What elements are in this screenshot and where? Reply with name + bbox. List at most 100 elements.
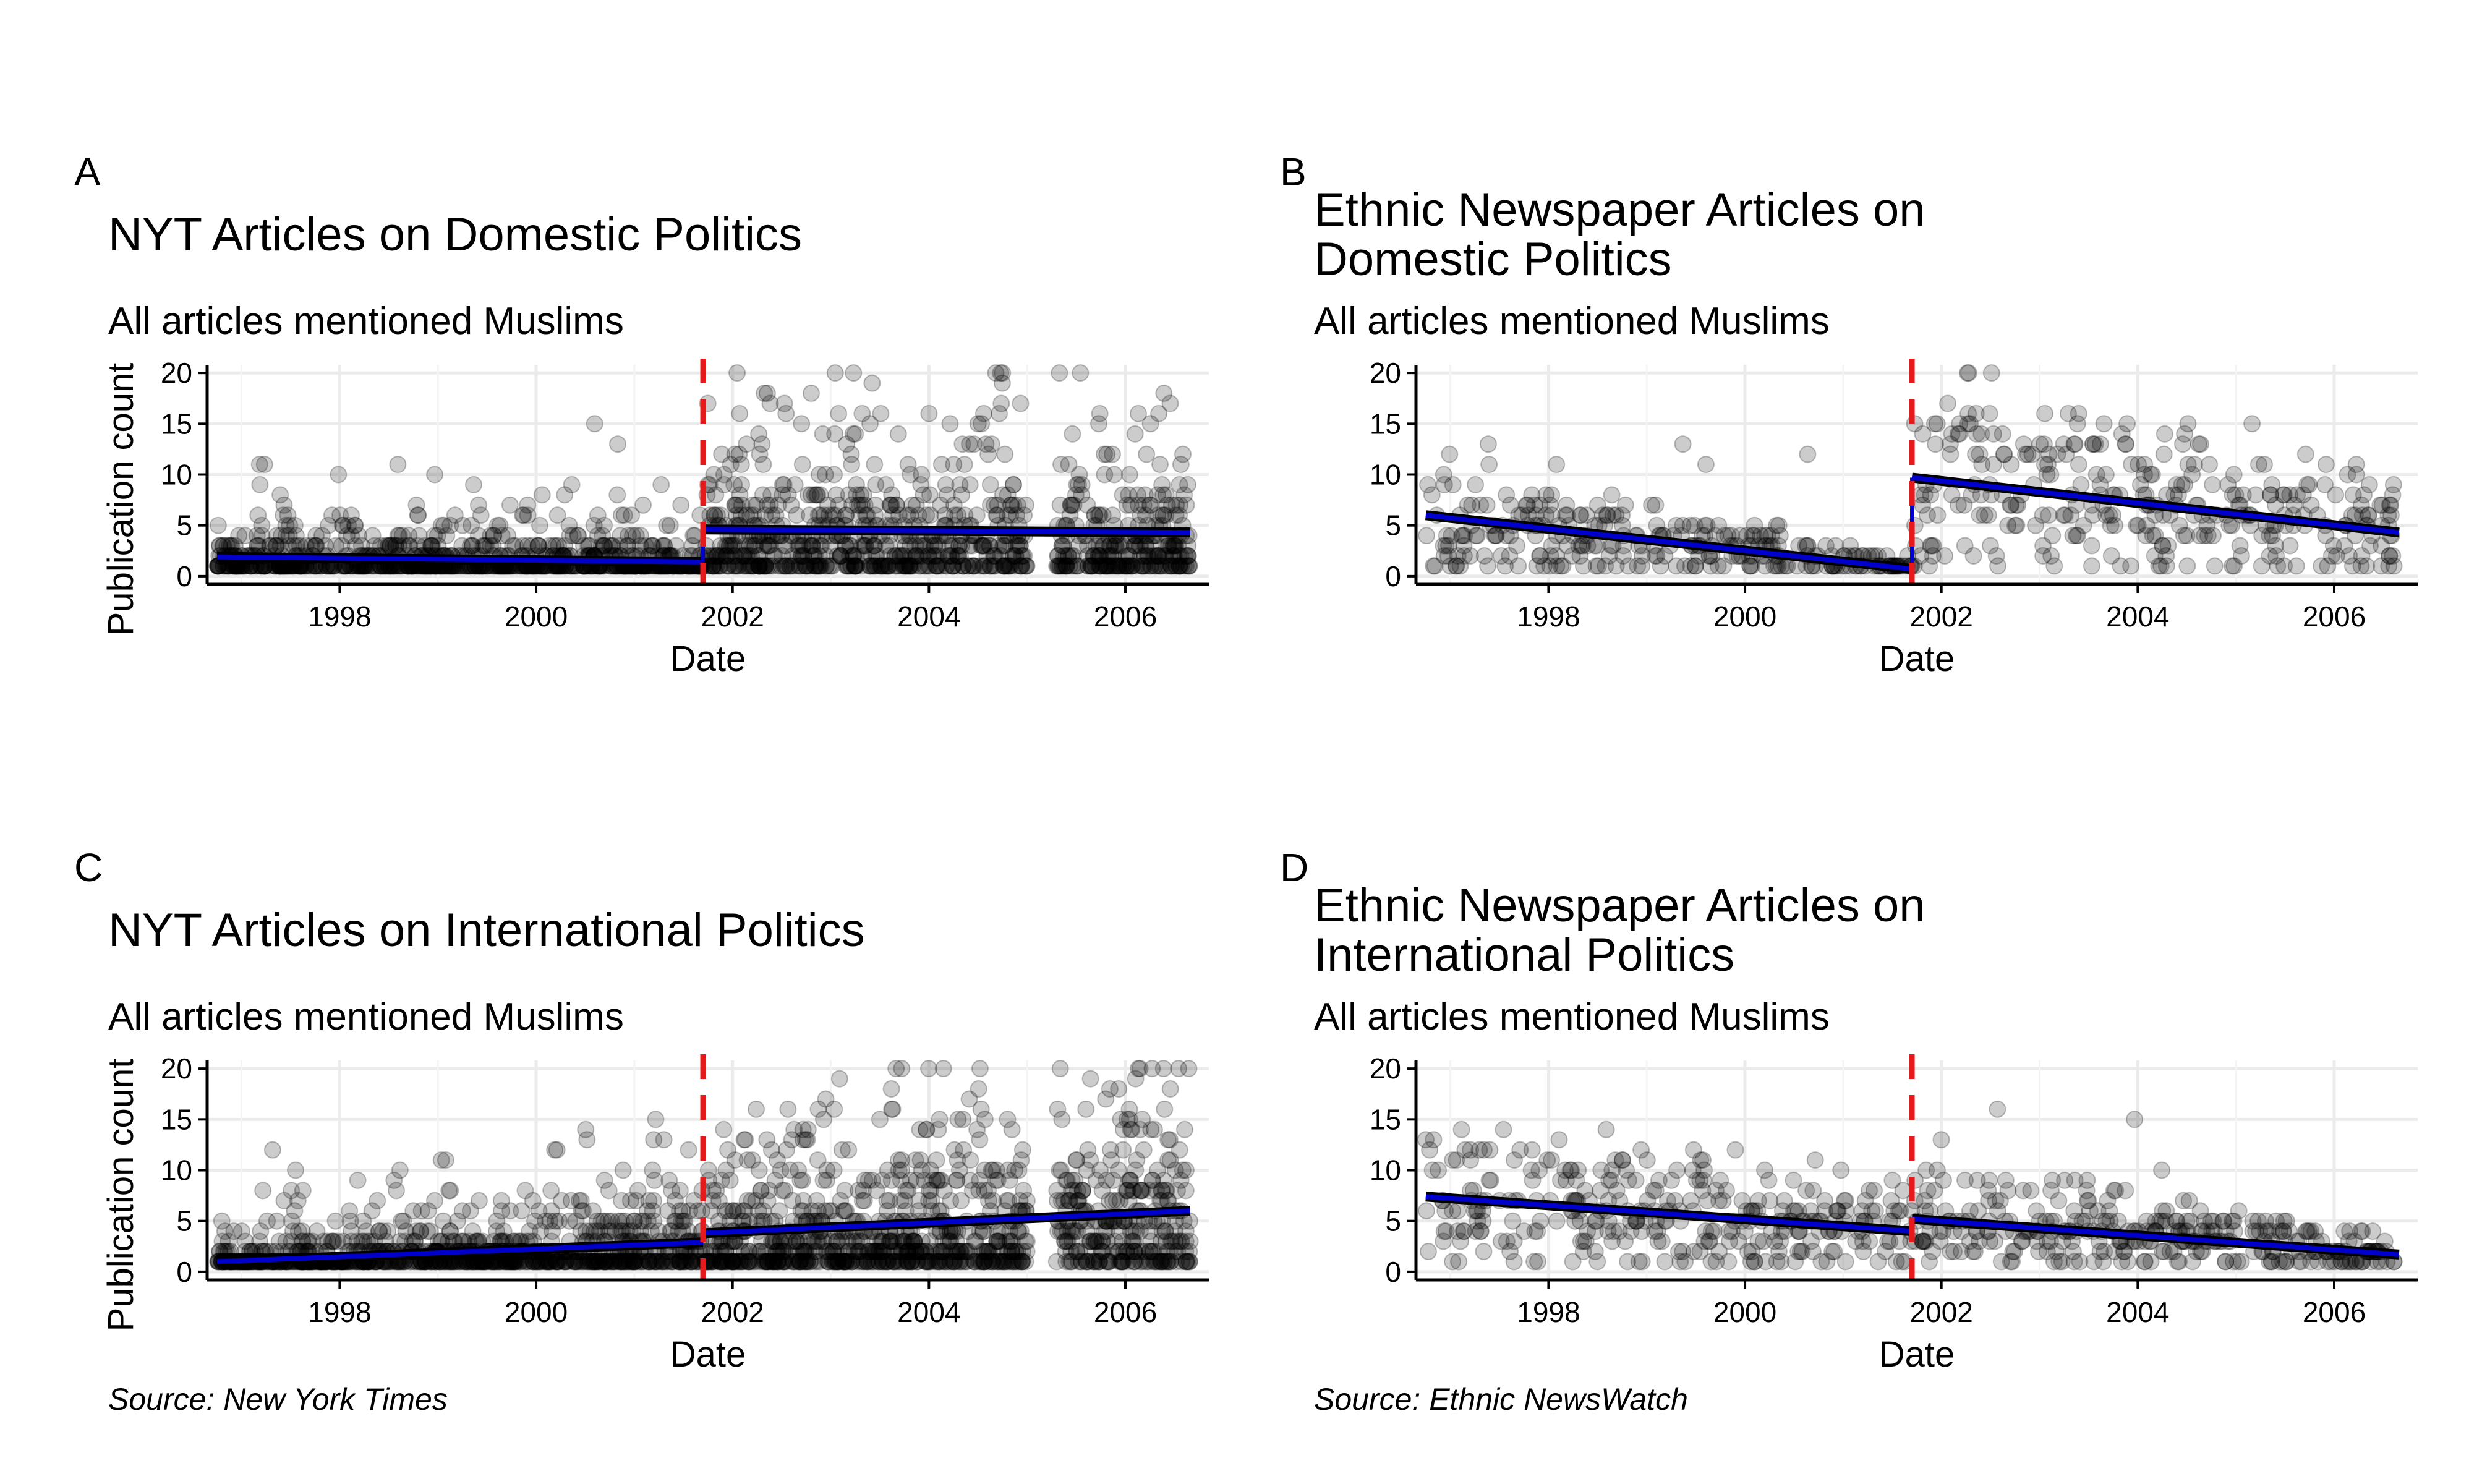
data-point xyxy=(627,1192,645,1209)
data-point xyxy=(1603,1232,1621,1250)
data-point xyxy=(326,1212,344,1230)
data-point xyxy=(728,364,746,382)
data-point xyxy=(1441,445,1459,463)
data-point xyxy=(1548,1212,1566,1230)
data-point xyxy=(902,466,919,484)
data-point xyxy=(928,557,946,575)
data-point xyxy=(461,1202,479,1220)
data-point xyxy=(1619,1253,1637,1271)
data-point xyxy=(1775,1192,1793,1209)
data-point xyxy=(2083,557,2100,575)
data-point xyxy=(627,527,645,545)
data-point xyxy=(595,1171,613,1189)
data-point xyxy=(2146,547,2164,565)
y-tick-label: 10 xyxy=(161,1154,192,1187)
data-point xyxy=(762,1141,780,1159)
data-point xyxy=(560,516,578,534)
data-point xyxy=(586,415,603,433)
data-point xyxy=(2015,435,2032,453)
data-point xyxy=(529,537,547,555)
data-point xyxy=(1009,1222,1027,1240)
data-point xyxy=(824,506,842,524)
data-point xyxy=(735,1202,753,1220)
data-point xyxy=(1063,496,1081,514)
data-point xyxy=(251,475,269,493)
data-point xyxy=(1480,456,1498,474)
data-point xyxy=(903,496,921,514)
data-point xyxy=(1141,557,1159,575)
data-point xyxy=(400,537,418,555)
y-axis-title: Publication count xyxy=(101,363,141,636)
data-point xyxy=(642,537,660,555)
data-point xyxy=(1702,1253,1720,1271)
data-point xyxy=(1436,1202,1454,1220)
data-point xyxy=(1592,1161,1610,1179)
data-point xyxy=(484,537,502,555)
data-point xyxy=(2319,557,2337,575)
data-point xyxy=(1656,1253,1674,1271)
data-point xyxy=(1999,516,2017,534)
data-point xyxy=(1541,557,1559,575)
x-tick-label: 2004 xyxy=(897,1296,960,1328)
data-point xyxy=(465,475,482,493)
data-point xyxy=(608,486,626,504)
data-point xyxy=(1883,1171,1901,1189)
data-point xyxy=(209,516,227,534)
data-point xyxy=(1170,1060,1188,1078)
data-point xyxy=(2381,496,2399,514)
data-point xyxy=(970,1182,988,1200)
data-point xyxy=(661,516,679,534)
data-point xyxy=(882,1080,900,1098)
data-point xyxy=(519,537,537,555)
data-point xyxy=(1136,537,1154,555)
data-point xyxy=(1939,394,1956,412)
data-point xyxy=(283,1212,301,1230)
data-point xyxy=(1012,394,1030,412)
data-point xyxy=(601,537,619,555)
data-point xyxy=(330,466,348,484)
data-point xyxy=(338,527,356,545)
data-point xyxy=(1051,364,1068,382)
data-point xyxy=(1806,1151,1824,1169)
data-point xyxy=(1091,1161,1109,1179)
data-point xyxy=(519,496,537,514)
data-point xyxy=(1425,1131,1443,1149)
data-point xyxy=(1064,557,1081,575)
data-point xyxy=(432,1151,450,1169)
data-point xyxy=(814,425,832,443)
data-point xyxy=(255,456,273,474)
data-point xyxy=(1418,527,1435,545)
y-tick-label: 10 xyxy=(161,459,192,491)
data-point xyxy=(968,1120,986,1138)
chart-subtitle: All articles mentioned Muslims xyxy=(1314,300,1830,343)
data-point xyxy=(1444,1151,1462,1169)
data-point xyxy=(830,1070,848,1088)
data-point xyxy=(1072,364,1090,382)
data-point xyxy=(404,1202,422,1220)
data-point xyxy=(945,1141,963,1159)
data-point xyxy=(1982,364,2000,382)
data-point xyxy=(758,385,776,402)
data-point xyxy=(281,516,299,534)
data-point xyxy=(250,456,268,474)
data-point xyxy=(334,516,352,534)
data-point xyxy=(236,527,254,545)
data-point xyxy=(1171,496,1189,514)
data-point xyxy=(1797,1182,1815,1200)
data-point xyxy=(793,456,811,474)
data-point xyxy=(1081,1070,1099,1088)
data-point xyxy=(962,1151,979,1169)
data-point xyxy=(1430,1161,1448,1179)
data-point xyxy=(482,537,500,555)
data-point xyxy=(1984,425,2002,443)
data-point xyxy=(731,404,749,422)
data-point xyxy=(973,415,991,433)
chart-title: Ethnic Newspaper Articles on xyxy=(1314,184,1925,236)
x-tick-label: 1998 xyxy=(1517,600,1580,633)
chart-subtitle: All articles mentioned Muslims xyxy=(1314,996,1830,1038)
data-point xyxy=(594,527,612,545)
data-point xyxy=(386,537,404,555)
data-point xyxy=(2070,404,2087,422)
data-point xyxy=(955,557,973,575)
